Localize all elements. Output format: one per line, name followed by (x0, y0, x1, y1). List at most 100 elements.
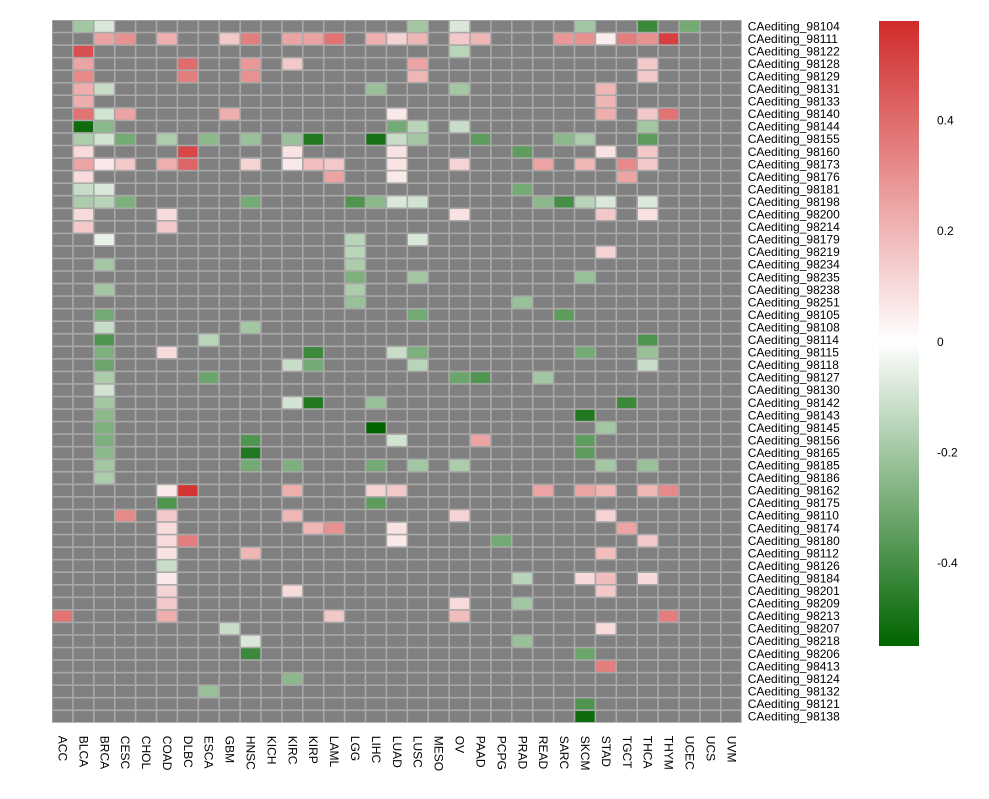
heatmap-cell (575, 246, 595, 258)
heatmap-cell (575, 209, 595, 220)
heatmap-cell (554, 673, 574, 685)
heatmap-cell (533, 133, 553, 145)
row-label: CAediting_98198 (748, 195, 840, 209)
heatmap-cell (220, 447, 240, 459)
heatmap-cell (596, 309, 616, 321)
heatmap-cell (115, 372, 135, 384)
heatmap-cell (554, 573, 574, 584)
heatmap-cell (554, 96, 574, 108)
heatmap-cell (408, 158, 428, 170)
heatmap-cell (575, 334, 595, 346)
heatmap-cell (575, 535, 595, 547)
heatmap-cell (115, 547, 135, 559)
heatmap-cell (554, 322, 574, 333)
row-label: CAediting_98130 (748, 383, 840, 397)
heatmap-cell (282, 560, 302, 572)
heatmap-cell (700, 384, 720, 396)
heatmap-cell (240, 146, 261, 158)
column-label: UCS (703, 736, 717, 761)
heatmap-cell (491, 96, 511, 108)
heatmap-cell (73, 158, 93, 170)
heatmap-cell (512, 409, 532, 421)
heatmap-cell (220, 547, 240, 559)
heatmap-cell (491, 146, 511, 158)
heatmap-cell (554, 598, 574, 610)
heatmap-cell (324, 585, 344, 597)
heatmap-cell (73, 673, 93, 685)
heatmap-cell (115, 384, 135, 396)
heatmap-cell (658, 460, 679, 471)
heatmap-cell (721, 673, 741, 685)
heatmap-cell (220, 698, 240, 710)
heatmap-cell (178, 183, 198, 195)
heatmap-cell (366, 96, 386, 108)
row-labels: CAediting_98104CAediting_98111CAediting_… (748, 19, 840, 723)
heatmap-cell (52, 71, 73, 82)
heatmap-cell (366, 535, 386, 547)
heatmap-cell (658, 685, 679, 697)
heatmap-cell (700, 334, 720, 346)
heatmap-cell (512, 535, 532, 547)
heatmap-cell (324, 322, 344, 333)
heatmap-cell (387, 698, 407, 710)
heatmap-cell (554, 45, 574, 57)
heatmap-cell (721, 334, 741, 346)
heatmap-cell (429, 33, 449, 45)
heatmap-cell (261, 698, 282, 710)
heatmap-cell (700, 271, 720, 283)
heatmap-cell (679, 522, 700, 534)
heatmap-cell (178, 610, 198, 622)
heatmap-cell (679, 547, 700, 559)
heatmap-cell (240, 359, 261, 371)
heatmap-cell (240, 133, 261, 145)
heatmap-cell (366, 384, 386, 396)
heatmap-cell (73, 447, 93, 459)
heatmap-cell (115, 133, 135, 145)
heatmap-cell (52, 447, 73, 459)
heatmap-cell (52, 510, 73, 522)
heatmap-cell (136, 384, 156, 396)
heatmap-cell (658, 384, 679, 396)
heatmap-cell (617, 422, 637, 434)
heatmap-cell (533, 560, 553, 572)
heatmap-cell (533, 259, 553, 271)
heatmap-cell (658, 673, 679, 685)
heatmap-cell (199, 271, 219, 283)
heatmap-cell (240, 585, 261, 597)
heatmap-cell (449, 711, 470, 722)
heatmap-cell (721, 485, 741, 497)
heatmap-cell (679, 196, 700, 208)
heatmap-cell (408, 610, 428, 622)
heatmap-cell (533, 585, 553, 597)
heatmap-cell (429, 685, 449, 697)
heatmap-cell (261, 296, 282, 308)
heatmap-cell (512, 183, 532, 195)
heatmap-cell (429, 296, 449, 308)
heatmap-cell (596, 535, 616, 547)
heatmap-cell (512, 83, 532, 95)
heatmap-cell (638, 660, 658, 672)
heatmap-cell (700, 234, 720, 246)
heatmap-cell (178, 397, 198, 409)
heatmap-cell (282, 522, 302, 534)
row-label: CAediting_98144 (748, 120, 840, 134)
heatmap-cell (658, 121, 679, 133)
heatmap-cell (345, 334, 365, 346)
heatmap-cell (679, 96, 700, 108)
heatmap-cell (638, 246, 658, 258)
heatmap-cell (136, 610, 156, 622)
heatmap-cell (282, 133, 302, 145)
heatmap-cell (136, 347, 156, 359)
heatmap-cell (199, 422, 219, 434)
heatmap-cell (408, 384, 428, 396)
heatmap-cell (366, 45, 386, 57)
heatmap-cell (491, 234, 511, 246)
heatmap-cell (408, 535, 428, 547)
heatmap-cell (429, 384, 449, 396)
heatmap-cell (366, 711, 386, 722)
heatmap-cell (638, 397, 658, 409)
heatmap-cell (408, 296, 428, 308)
heatmap-cell (136, 434, 156, 446)
heatmap-cell (261, 359, 282, 371)
heatmap-cell (220, 472, 240, 484)
